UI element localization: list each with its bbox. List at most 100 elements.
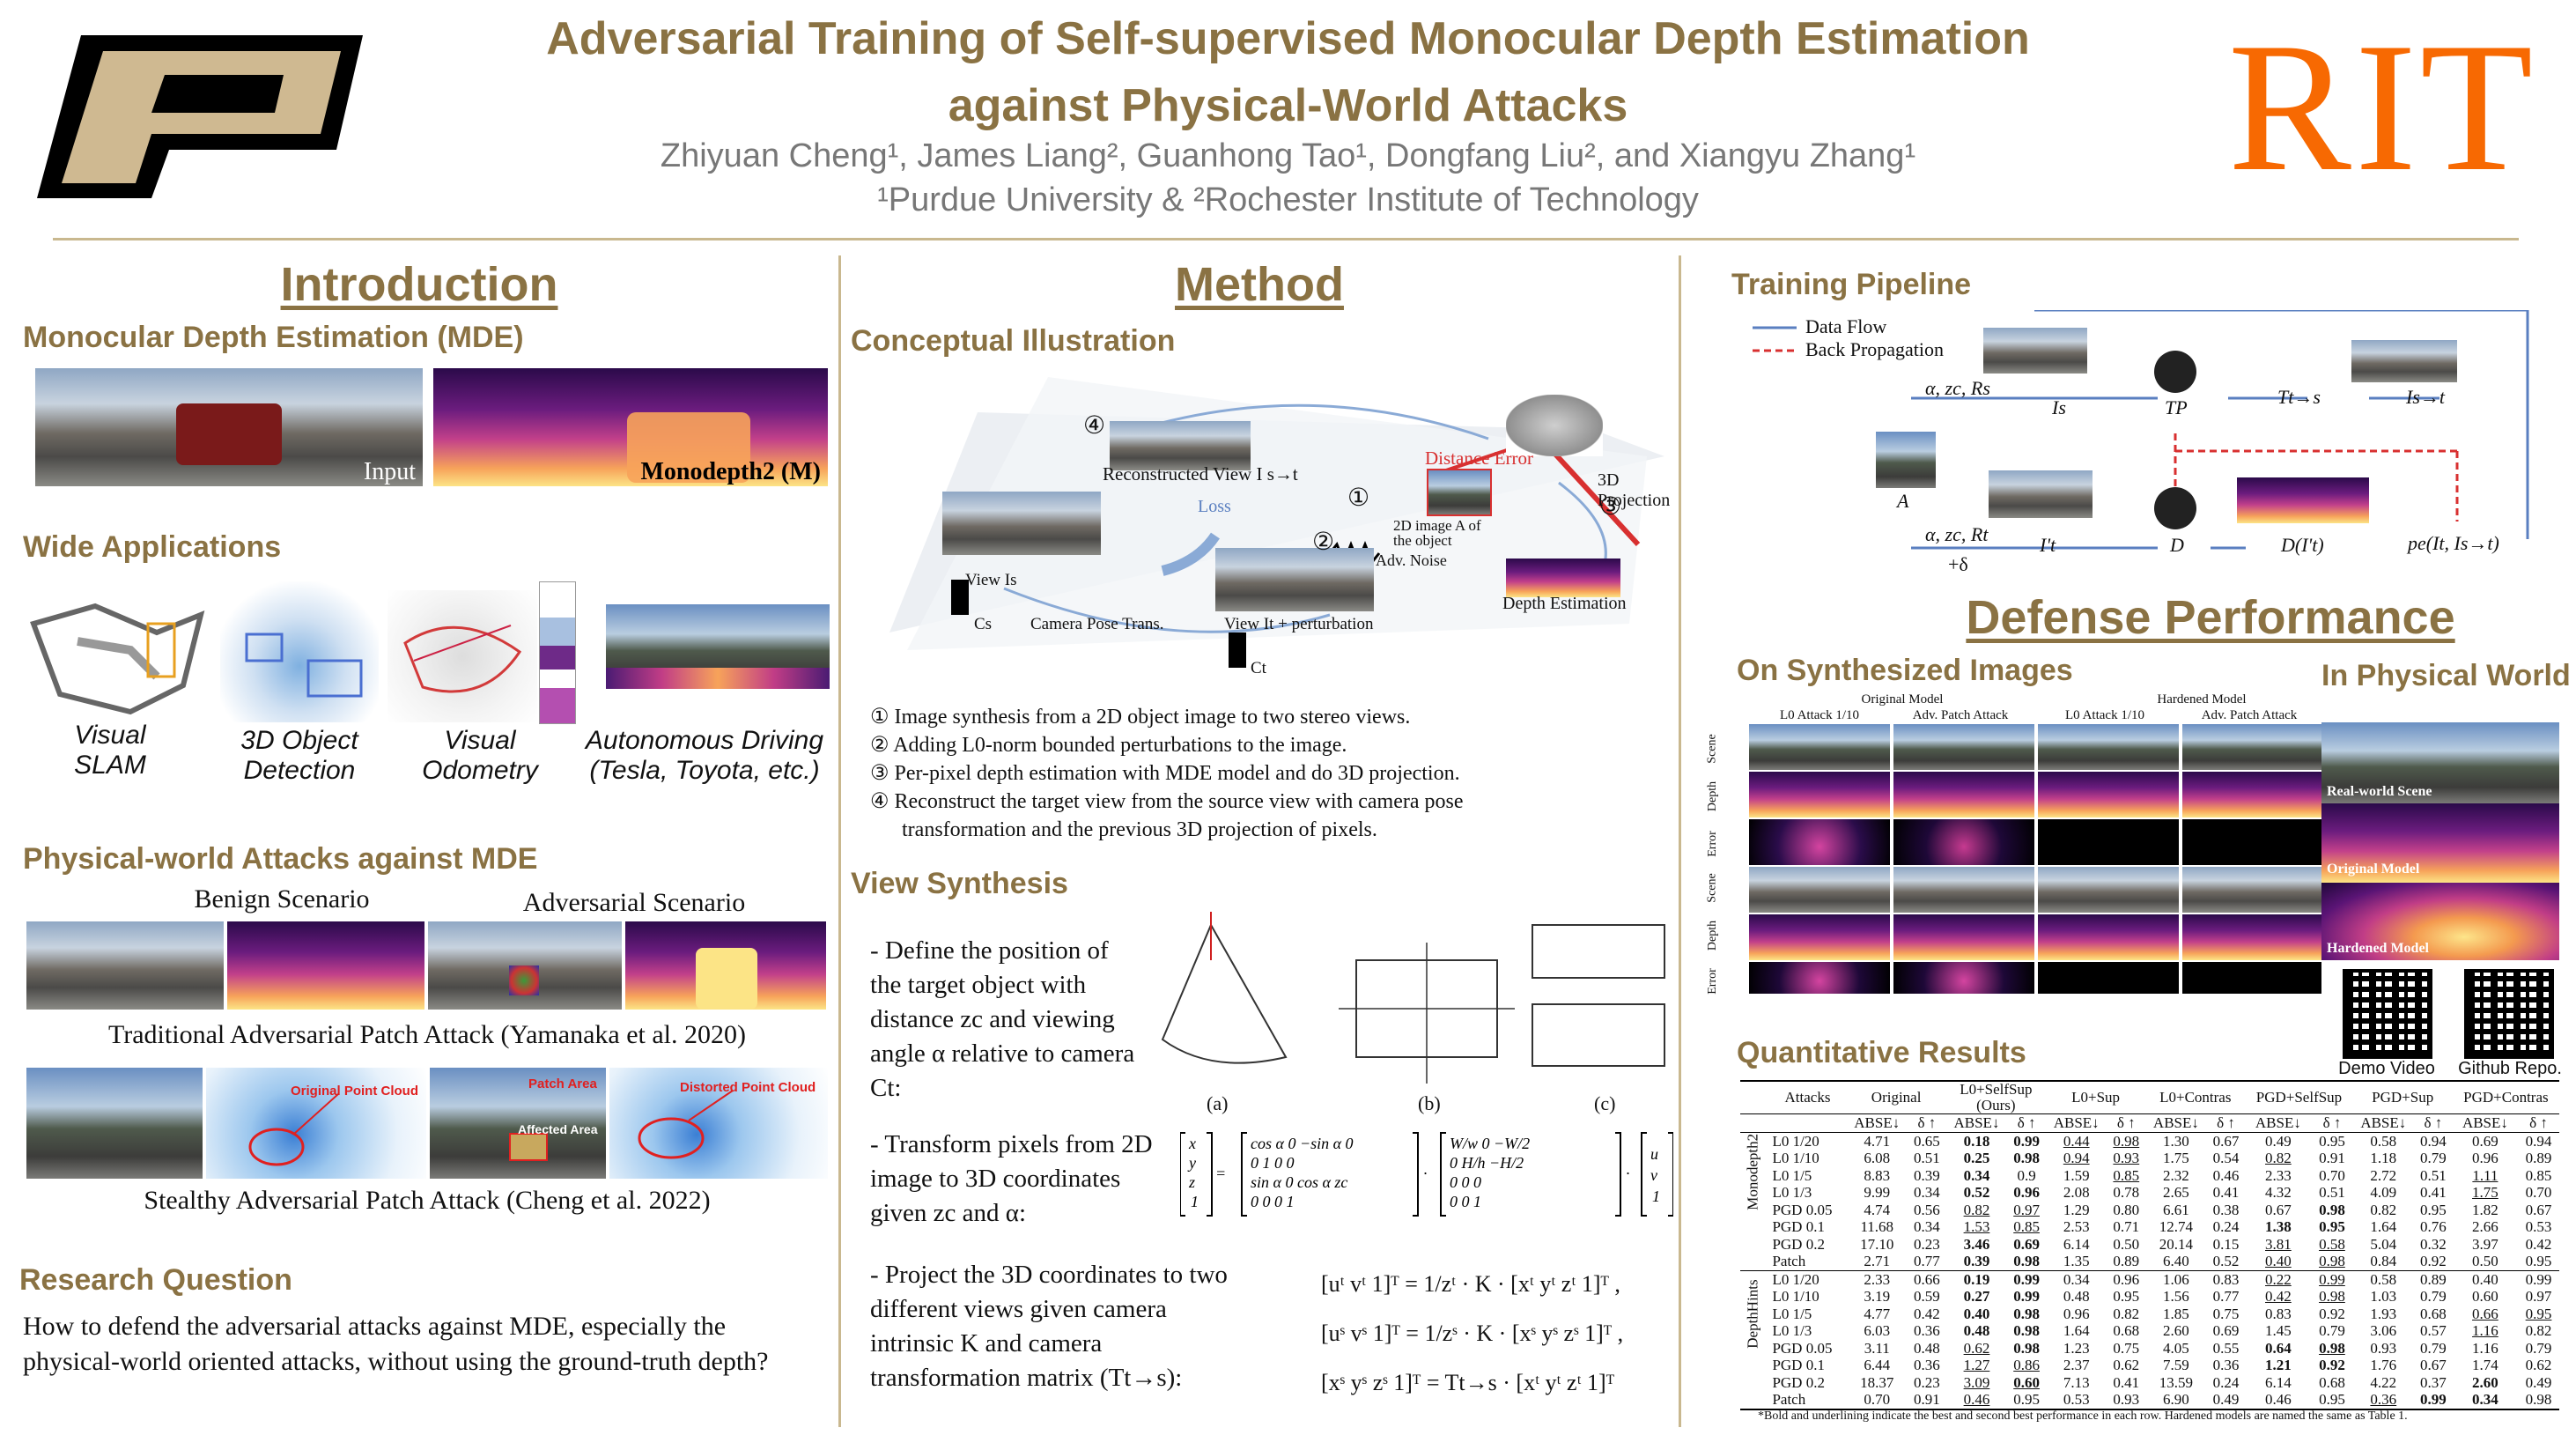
table-cell: 0.79: [2420, 1150, 2447, 1166]
table-cell: 2.60: [2163, 1322, 2189, 1339]
table-cell: 0.98: [2013, 1322, 2040, 1339]
table-cell: 0.65: [1913, 1132, 1940, 1150]
table-row: PGD 0.1 11.68 0.34 1.53 0.85 2.53 0.71 12.74 0.2…: [1740, 1218, 2559, 1236]
table-cell: 1.45: [2265, 1322, 2292, 1339]
table-subhead-blank: [1740, 1114, 1768, 1133]
table-cell: 0.49: [2525, 1373, 2552, 1391]
table-cell: 0.79: [2319, 1322, 2345, 1339]
apps-title: Wide Applications: [23, 530, 282, 564]
table-cell: 0.66: [1908, 1269, 1946, 1288]
table-cell: 1.75: [2472, 1184, 2498, 1201]
diag-n4: ④: [1083, 412, 1106, 440]
table-cell: 0.32: [2420, 1235, 2447, 1253]
stealthy-scene-2: Patch Area Affected Area: [430, 1068, 606, 1179]
col-head-4: Adv. Patch Attack: [2201, 708, 2298, 722]
table-cell: 0.99: [2420, 1391, 2447, 1408]
svg-text:W/w 0 −W/2: W/w 0 −W/2: [1450, 1135, 1530, 1152]
table-cell: 0.24: [2212, 1373, 2240, 1391]
table-cell: 0.95: [2525, 1253, 2552, 1269]
quant-title: Quantitative Results: [1737, 1036, 2026, 1069]
table-cell: 0.19: [1945, 1269, 2008, 1288]
row-label-5: Depth: [1706, 920, 1720, 951]
header-divider: [53, 238, 2519, 240]
stealthy-scene-1: [26, 1068, 203, 1179]
table-cell: 18.37: [1860, 1373, 1894, 1391]
diag-depth-est: Depth Estimation: [1502, 594, 1627, 613]
intro-heading: Introduction: [280, 258, 558, 311]
orig-model-label: Original Model: [1861, 692, 1944, 707]
demo-qr-code[interactable]: [2343, 969, 2432, 1059]
col-head-3: L0 Attack 1/10: [2065, 708, 2144, 722]
table-cell: 4.32: [2265, 1184, 2292, 1201]
table-cell: 0.58: [2319, 1235, 2345, 1253]
table-cell: 6.40: [2163, 1253, 2189, 1269]
phys-world-images: Real-world Scene Original Model Hardened…: [2321, 722, 2559, 960]
vs-figure: (a) (b) (c): [1145, 907, 1691, 1119]
orig-cloud-label: Original Point Cloud: [291, 1084, 418, 1099]
table-cell: 0.78: [2113, 1184, 2140, 1201]
table-cell: 4.22: [2370, 1373, 2397, 1391]
pipe-ist: Is→t: [2406, 386, 2445, 408]
odometry-image: [388, 590, 537, 722]
table-cell: 0.22: [2245, 1269, 2312, 1288]
table-cell: 0.48: [2063, 1288, 2090, 1305]
table-cell: 2.66: [2472, 1218, 2498, 1235]
table-cell: 0.49: [2212, 1391, 2240, 1408]
table-cell: 6.14: [2063, 1235, 2090, 1253]
method-heading: Method: [1175, 258, 1344, 311]
table-cell: 0.9: [2017, 1166, 2036, 1184]
table-cell: 0.34: [1913, 1218, 1940, 1235]
table-cell: 1.53: [1963, 1218, 1990, 1235]
table-attack-cell: PGD 0.05: [1772, 1339, 1833, 1357]
table-cell: 0.89: [2113, 1253, 2140, 1269]
table-cell: 9.99: [1864, 1184, 1891, 1201]
table-cell: 0.37: [2420, 1373, 2447, 1391]
table-cell: 0.77: [2212, 1288, 2240, 1305]
table-cell: 1.93: [2370, 1305, 2397, 1322]
table-cell: 0.69: [2212, 1322, 2240, 1339]
pipe-it: I't: [2040, 534, 2056, 556]
table-attack-cell: PGD 0.05: [1772, 1201, 1833, 1218]
table-cell: 0.98: [2113, 1132, 2140, 1150]
table-metric-head: ABSE↓: [2360, 1114, 2407, 1131]
table-cell: 1.64: [2063, 1322, 2090, 1339]
table-group-label: Monodepth2: [1744, 1133, 1761, 1210]
table-cell: 0.91: [2319, 1150, 2345, 1166]
stealthy-cloud-1: Original Point Cloud: [206, 1068, 426, 1179]
table-cell: 0.82: [2525, 1322, 2552, 1339]
row-label-1: Scene: [1705, 734, 1719, 764]
results-table-wrap: Attacks Original L0+SelfSup (Ours) L0+Sup L0…: [1740, 1080, 2559, 1423]
diag-n1: ①: [1347, 485, 1370, 512]
table-row: L0 1/3 9.99 0.34 0.52 0.96 2.08 0.78 2.65 0.41 4.…: [1740, 1184, 2559, 1202]
github-qr-code[interactable]: [2464, 969, 2554, 1059]
table-cell: 0.55: [2212, 1339, 2240, 1357]
table-cell: 0.36: [2212, 1357, 2240, 1373]
table-cell: 4.74: [1864, 1201, 1891, 1218]
table-cell: 4.05: [2163, 1339, 2189, 1357]
pipe-dt: D(I't): [2281, 534, 2324, 556]
pipe-target-image: [1989, 470, 2093, 518]
table-attack-cell: Patch: [1772, 1253, 1806, 1269]
table-cell: 0.95: [2319, 1132, 2345, 1150]
mde-input-image: Input: [35, 368, 423, 486]
input-label: Input: [363, 458, 416, 485]
app-driving-label: Autonomous Driving (Tesla, Toyota, etc.): [585, 726, 824, 785]
table-cell: 0.97: [2013, 1201, 2040, 1218]
table-cell: 11.68: [1860, 1218, 1894, 1235]
pipe-output-image: [2351, 340, 2457, 382]
table-cell: 0.64: [2265, 1339, 2292, 1357]
table-cell: 1.06: [2145, 1269, 2207, 1288]
col-divider-2: [1679, 255, 1681, 1427]
svg-text:u: u: [1650, 1145, 1658, 1163]
table-cell: 0.46: [2212, 1166, 2240, 1184]
pipe-depth-image: [2237, 477, 2369, 523]
table-metric-head: δ ↑: [2529, 1114, 2548, 1131]
table-cell: 0.25: [1963, 1150, 1990, 1166]
table-cell: 2.08: [2063, 1184, 2090, 1201]
step-3: ③ Per-pixel depth estimation with MDE mo…: [870, 762, 1460, 785]
col-head-2: Adv. Patch Attack: [1912, 708, 2009, 722]
table-cell: 1.03: [2370, 1288, 2397, 1305]
table-cell: 2.72: [2370, 1166, 2397, 1184]
table-cell: 0.46: [1963, 1391, 1990, 1408]
svg-text:0 0 0 1: 0 0 0 1: [1251, 1193, 1295, 1210]
